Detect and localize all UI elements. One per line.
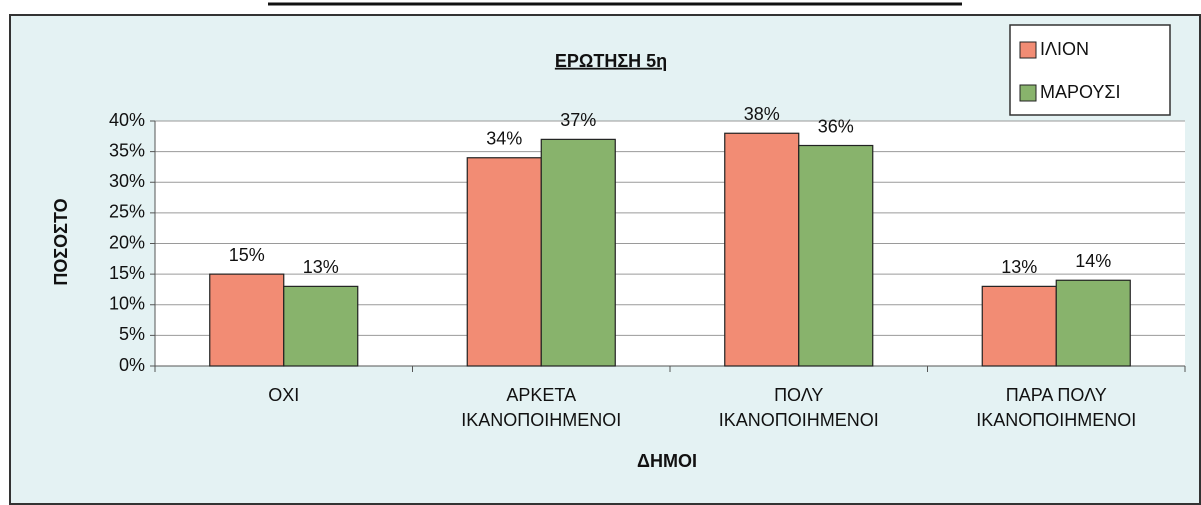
bar <box>1055 279 1131 367</box>
value-label: 38% <box>744 104 780 124</box>
bar <box>540 138 616 367</box>
value-label: 13% <box>303 257 339 277</box>
bar <box>466 157 542 367</box>
value-label: 13% <box>1001 257 1037 277</box>
legend-label: ΜΑΡΟΥΣΙ <box>1040 82 1121 102</box>
y-tick-label: 35% <box>109 140 145 160</box>
y-axis-label: ΠΟΣΟΣΤΟ <box>51 198 71 285</box>
chart-title: ΕΡΩΤΗΣΗ 5η <box>555 51 667 71</box>
bar <box>283 285 359 367</box>
y-tick-label: 10% <box>109 294 145 314</box>
value-label: 36% <box>818 116 854 136</box>
value-label: 34% <box>486 129 522 149</box>
bar <box>798 144 874 367</box>
bar <box>981 285 1057 367</box>
y-tick-label: 0% <box>119 355 145 375</box>
x-axis-label: ΔΗΜΟΙ <box>637 451 697 471</box>
x-tick-label: ΑΡΚΕΤΑ ΙΚΑΝΟΠΟΙΗΜΕΝΟΙ <box>461 385 621 430</box>
bar <box>724 132 800 367</box>
x-tick-label: ΟΧΙ <box>268 385 299 405</box>
bar <box>209 273 285 367</box>
y-tick-label: 25% <box>109 202 145 222</box>
y-tick-label: 20% <box>109 232 145 252</box>
x-tick-label: ΠΑΡΑ ΠΟΛΥ ΙΚΑΝΟΠΟΙΗΜΕΝΟΙ <box>976 385 1136 430</box>
y-tick-label: 15% <box>109 263 145 283</box>
y-tick-label: 5% <box>119 324 145 344</box>
legend-box <box>1009 24 1171 116</box>
y-tick-label: 40% <box>109 110 145 130</box>
legend-swatch <box>1019 84 1037 102</box>
y-tick-label: 30% <box>109 171 145 191</box>
value-label: 37% <box>560 110 596 130</box>
value-label: 15% <box>229 245 265 265</box>
x-tick-label: ΠΟΛΥ ΙΚΑΝΟΠΟΙΗΜΕΝΟΙ <box>719 385 879 430</box>
legend-label: ΙΛΙΟΝ <box>1040 39 1089 59</box>
legend-swatch <box>1019 41 1037 59</box>
value-label: 14% <box>1075 251 1111 271</box>
